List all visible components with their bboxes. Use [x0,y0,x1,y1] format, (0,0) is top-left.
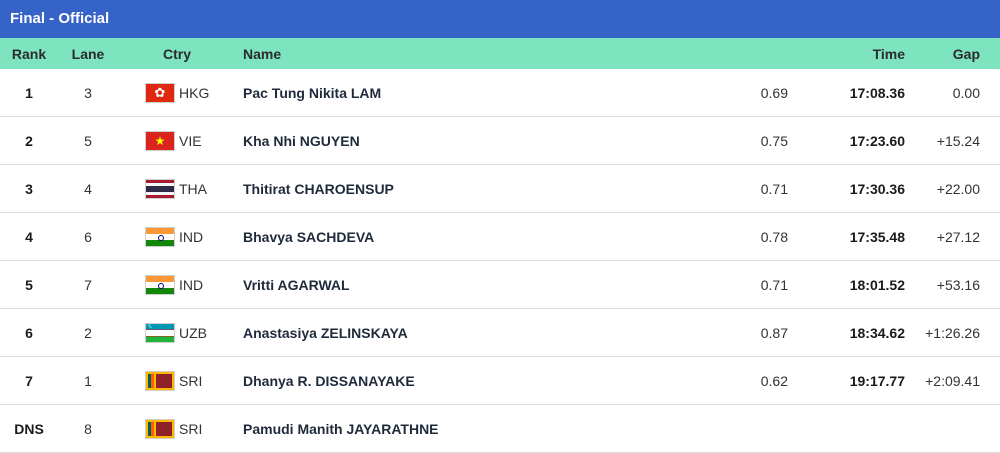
athlete-name[interactable]: Pac Tung Nikita LAM [243,84,382,101]
country-code: HKG [179,84,210,101]
header-country: Ctry [162,45,191,62]
gap-cell: +1:26.26 [925,324,980,341]
gap-cell: +2:09.41 [925,372,980,389]
sri-lanka-flag-icon [145,418,175,439]
time-cell: 19:17.77 [849,372,905,389]
country-cell: IND [145,213,235,260]
country-cell: IND [145,261,235,308]
country-code: IND [179,276,204,293]
country-code: SRI [179,372,203,389]
time-cell: 18:34.62 [849,324,905,341]
rank-cell: 6 [25,324,33,341]
table-row[interactable]: 2 5 VIE Kha Nhi NGUYEN 0.75 17:23.60 +15… [0,117,1000,165]
table-header: Rank Lane Ctry Name Time Gap [0,38,1000,69]
athlete-name[interactable]: Pamudi Manith JAYARATHNE [243,420,439,437]
reaction-cell: 0.87 [760,324,788,341]
reaction-cell: 0.71 [760,276,788,293]
sri-lanka-flag-icon [145,370,175,391]
table-row[interactable]: 7 1 SRI Dhanya R. DISSANAYAKE 0.62 19:17… [0,357,1000,405]
country-cell: SRI [145,405,235,452]
country-code: SRI [179,420,203,437]
country-code: THA [179,180,207,197]
time-cell: 17:30.36 [849,180,905,197]
lane-cell: 1 [84,372,92,389]
rank-cell: 5 [25,276,33,293]
header-time: Time [872,45,905,62]
india-flag-icon [145,274,175,295]
rank-cell: 2 [25,132,33,149]
lane-cell: 4 [84,180,92,197]
gap-cell: 0.00 [952,84,980,101]
results-title: Final - Official [0,0,1000,38]
hong-kong-flag-icon [145,82,175,103]
thailand-flag-icon [145,178,175,199]
time-cell: 17:23.60 [849,132,905,149]
time-cell: 17:08.36 [849,84,905,101]
table-row[interactable]: 3 4 THA Thitirat CHAROENSUP 0.71 17:30.3… [0,165,1000,213]
time-cell: 17:35.48 [849,228,905,245]
header-name: Name [243,45,282,62]
lane-cell: 7 [84,276,92,293]
country-cell: HKG [145,69,235,116]
gap-cell: +15.24 [936,132,980,149]
reaction-cell: 0.69 [760,84,788,101]
athlete-name[interactable]: Anastasiya ZELINSKAYA [243,324,408,341]
reaction-cell: 0.78 [760,228,788,245]
vietnam-flag-icon [145,130,175,151]
country-code: VIE [179,132,202,149]
gap-cell: +27.12 [936,228,980,245]
lane-cell: 2 [84,324,92,341]
lane-cell: 3 [84,84,92,101]
time-cell: 18:01.52 [849,276,905,293]
rank-cell: 1 [25,84,33,101]
gap-cell: +22.00 [936,180,980,197]
country-cell: THA [145,165,235,212]
header-lane: Lane [71,45,105,62]
header-rank: Rank [11,45,47,62]
athlete-name[interactable]: Kha Nhi NGUYEN [243,132,360,149]
rank-cell: 4 [25,228,33,245]
reaction-cell: 0.75 [760,132,788,149]
table-row[interactable]: 1 3 HKG Pac Tung Nikita LAM 0.69 17:08.3… [0,69,1000,117]
uzbekistan-flag-icon [145,322,175,343]
lane-cell: 8 [84,420,92,437]
reaction-cell: 0.62 [760,372,788,389]
gap-cell: +53.16 [936,276,980,293]
gap-cell [905,405,980,452]
india-flag-icon [145,226,175,247]
results-table-body: 1 3 HKG Pac Tung Nikita LAM 0.69 17:08.3… [0,69,1000,453]
country-code: IND [179,228,204,245]
table-row[interactable]: 4 6 IND Bhavya SACHDEVA 0.78 17:35.48 +2… [0,213,1000,261]
rank-cell: DNS [14,420,44,437]
rank-cell: 7 [25,372,33,389]
country-cell: SRI [145,357,235,404]
athlete-name[interactable]: Vritti AGARWAL [243,276,350,293]
reaction-cell: 0.71 [760,180,788,197]
country-cell: UZB [145,309,235,356]
country-cell: VIE [145,117,235,164]
lane-cell: 5 [84,132,92,149]
table-row[interactable]: 5 7 IND Vritti AGARWAL 0.71 18:01.52 +53… [0,261,1000,309]
lane-cell: 6 [84,228,92,245]
athlete-name[interactable]: Thitirat CHAROENSUP [243,180,394,197]
header-gap: Gap [952,45,980,62]
athlete-name[interactable]: Bhavya SACHDEVA [243,228,375,245]
table-row[interactable]: DNS 8 SRI Pamudi Manith JAYARATHNE [0,405,1000,453]
table-row[interactable]: 6 2 UZB Anastasiya ZELINSKAYA 0.87 18:34… [0,309,1000,357]
athlete-name[interactable]: Dhanya R. DISSANAYAKE [243,372,415,389]
rank-cell: 3 [25,180,33,197]
reaction-cell [700,405,788,452]
country-code: UZB [179,324,207,341]
time-cell [800,405,905,452]
